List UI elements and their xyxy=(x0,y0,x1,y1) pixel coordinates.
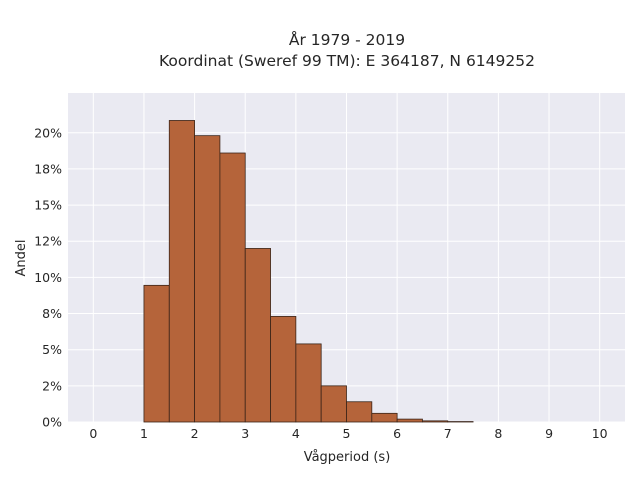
histogram-bar xyxy=(296,344,321,422)
x-tick-label: 4 xyxy=(292,426,300,441)
x-tick-label: 10 xyxy=(592,426,608,441)
histogram-bar xyxy=(169,120,194,422)
y-tick-label: 12% xyxy=(34,234,62,249)
x-tick-label: 3 xyxy=(241,426,249,441)
y-tick-label: 0% xyxy=(42,415,62,430)
y-tick-label: 20% xyxy=(34,125,62,140)
y-tick-label: 18% xyxy=(34,161,62,176)
x-tick-label: 0 xyxy=(89,426,97,441)
chart-title-line-2: Koordinat (Sweref 99 TM): E 364187, N 61… xyxy=(159,52,535,70)
x-tick-label: 6 xyxy=(393,426,401,441)
x-tick-label: 9 xyxy=(545,426,553,441)
histogram-bar xyxy=(397,419,422,422)
x-tick-label: 7 xyxy=(444,426,452,441)
chart-title-line-1: År 1979 - 2019 xyxy=(289,30,405,49)
histogram-bar xyxy=(144,285,169,422)
x-axis-label: Vågperiod (s) xyxy=(304,450,391,465)
y-axis-ticks: 0% 2% 5% 8% 10% 12% 15% 18% 20% xyxy=(34,125,62,429)
x-tick-label: 5 xyxy=(343,426,351,441)
histogram-bar xyxy=(195,136,220,422)
histogram-bar xyxy=(220,153,245,422)
histogram-bar xyxy=(271,316,296,422)
histogram-bar xyxy=(347,402,372,422)
histogram-bar xyxy=(245,248,270,422)
y-tick-label: 15% xyxy=(34,198,62,213)
y-tick-label: 8% xyxy=(42,306,62,321)
y-tick-label: 10% xyxy=(34,270,62,285)
x-tick-label: 1 xyxy=(140,426,148,441)
x-tick-label: 2 xyxy=(191,426,199,441)
y-tick-label: 2% xyxy=(42,378,62,393)
histogram-bar xyxy=(321,386,346,422)
histogram-bar xyxy=(422,421,447,422)
y-tick-label: 5% xyxy=(42,342,62,357)
x-tick-label: 8 xyxy=(494,426,502,441)
histogram-bar xyxy=(372,413,397,422)
x-axis-ticks: 0 1 2 3 4 5 6 7 8 9 10 xyxy=(89,426,607,441)
y-axis-label: Andel xyxy=(14,240,29,277)
